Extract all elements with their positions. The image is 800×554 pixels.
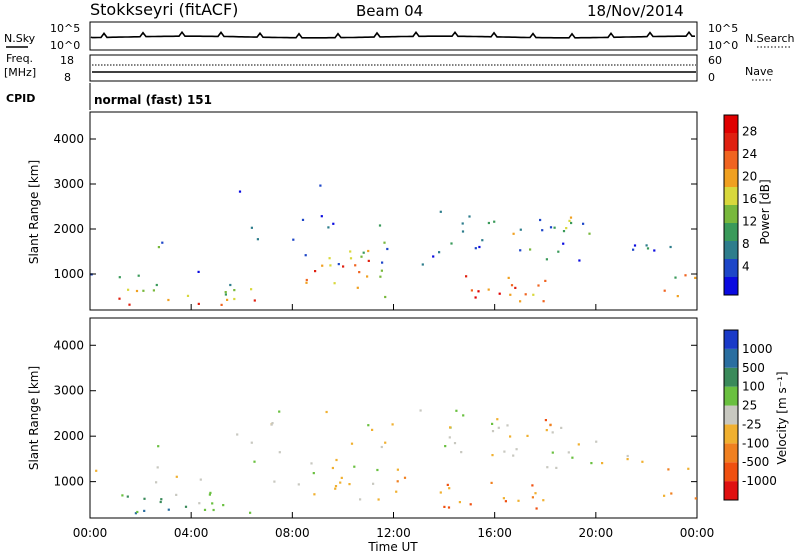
power-colorbar-tick: 28: [742, 125, 757, 139]
velocity-colorbar-tick: -500: [742, 455, 769, 469]
freq-tick-high: 18: [60, 54, 74, 67]
power-colorbar-tick: 4: [742, 260, 750, 274]
power-panel: 1000 2000 3000 4000 Slant Range [km]: [27, 111, 698, 311]
nave-tick-low: 0: [708, 71, 715, 84]
x-tick-label: 00:00: [680, 526, 715, 540]
power-colorbar-swatch: [724, 277, 738, 295]
x-tick-label: 04:00: [174, 526, 209, 540]
power-colorbar-swatch: [724, 187, 738, 205]
power-ytick-label: 4000: [53, 132, 84, 146]
velocity-ytick-label: 3000: [53, 384, 84, 398]
power-ylabel: Slant Range [km]: [27, 160, 41, 264]
velocity-colorbar-tick: -25: [742, 417, 762, 431]
cpid-label: CPID: [6, 92, 35, 105]
power-colorbar: 4 8 12 16 20 24 28: [723, 114, 757, 296]
power-colorbar-tick: 20: [742, 170, 757, 184]
velocity-colorbar-tick: -100: [742, 436, 769, 450]
velocity-colorbar-swatch: [724, 481, 738, 500]
power-colorbar-tick: 24: [742, 147, 757, 161]
freq-tick-low: 8: [64, 71, 71, 84]
velocity-colorbar-swatch: [724, 405, 738, 425]
velocity-panel: 1000 2000 3000 4000 Slant Range [km] 00:00 0…: [27, 304, 714, 554]
power-colorbar-swatch: [724, 133, 738, 151]
power-colorbar-swatch: [724, 151, 738, 169]
velocity-colorbar: 1000 500 100 25 -25 -100 -500 -1000: [723, 329, 777, 501]
cpid-value: normal (fast) 151: [94, 93, 212, 107]
power-colorbar-swatch: [724, 259, 738, 277]
power-colorbar-swatch: [724, 205, 738, 223]
x-tick-label: 16:00: [477, 526, 512, 540]
date-title: 18/Nov/2014: [587, 2, 684, 20]
velocity-ytick-label: 1000: [53, 475, 84, 489]
x-tick-label: 12:00: [376, 526, 411, 540]
beam-title: Beam 04: [356, 2, 423, 20]
nsky-label: N.Sky: [4, 32, 36, 45]
freq-panel: Freq. [MHz] 18 8 60 0 Nave: [4, 52, 773, 84]
x-tick-label: 00:00: [73, 526, 108, 540]
velocity-colorbar-tick: 500: [742, 361, 765, 375]
velocity-colorbar-tick: 100: [742, 380, 765, 394]
power-ytick-label: 2000: [53, 222, 84, 236]
nsearch-tick-high: 10^5: [708, 22, 738, 35]
nsky-trace: [90, 30, 695, 39]
power-colorbar-swatch: [724, 169, 738, 187]
power-colorbar-swatch: [724, 223, 738, 241]
x-axis-label: Time UT: [367, 540, 418, 554]
nsky-tick-high: 10^5: [50, 22, 80, 35]
station-title: Stokkseyri (fitACF): [90, 0, 238, 19]
nave-label: Nave: [745, 65, 773, 78]
power-ytick-label: 3000: [53, 177, 84, 191]
power-colorbar-swatch: [724, 115, 738, 133]
velocity-ytick-label: 2000: [53, 429, 84, 443]
power-colorbar-tick: 8: [742, 237, 750, 251]
freq-unit: [MHz]: [4, 66, 36, 79]
velocity-colorbar-swatch: [724, 386, 738, 406]
power-colorbar-tick: 12: [742, 215, 757, 229]
power-colorbar-tick: 16: [742, 192, 757, 206]
nsearch-tick-low: 10^0: [708, 39, 738, 52]
velocity-colorbar-swatch: [724, 367, 738, 387]
velocity-colorbar-label: Velocity [m s⁻¹]: [775, 371, 789, 464]
velocity-ytick-label: 4000: [53, 338, 84, 352]
velocity-colorbar-swatch: [724, 330, 738, 349]
velocity-data: [95, 409, 697, 515]
velocity-colorbar-tick: 1000: [742, 342, 773, 356]
velocity-colorbar-tick: -1000: [742, 474, 777, 488]
velocity-colorbar-swatch: [724, 424, 738, 444]
velocity-colorbar-swatch: [724, 462, 738, 482]
nsky-tick-low: 10^0: [50, 39, 80, 52]
velocity-ylabel: Slant Range [km]: [27, 366, 41, 470]
power-colorbar-swatch: [724, 241, 738, 259]
x-tick-label: 20:00: [579, 526, 614, 540]
velocity-colorbar-tick: 25: [742, 399, 757, 413]
nave-tick-high: 60: [708, 54, 722, 67]
power-data: [90, 184, 697, 306]
power-ytick-label: 1000: [53, 267, 84, 281]
velocity-colorbar-swatch: [724, 348, 738, 368]
freq-label: Freq.: [6, 52, 33, 65]
velocity-colorbar-swatch: [724, 443, 738, 463]
power-colorbar-label: Power [dB]: [758, 179, 772, 244]
nsearch-label: N.Search: [745, 32, 795, 45]
nsky-panel: N.Sky 10^5 10^0 10^5 10^0 N.Search: [4, 21, 795, 52]
x-tick-label: 08:00: [275, 526, 310, 540]
